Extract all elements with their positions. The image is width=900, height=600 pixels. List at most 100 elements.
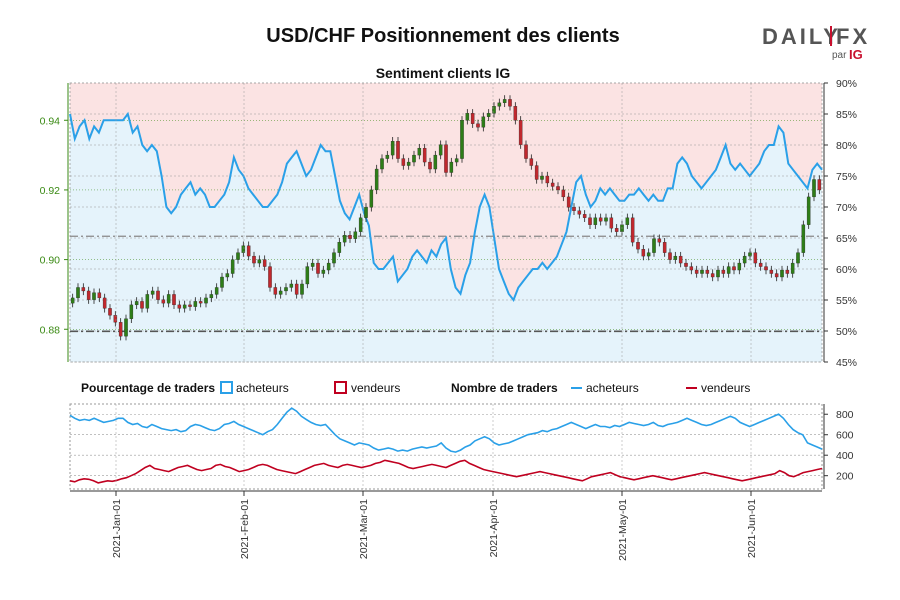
candle-body: [508, 99, 512, 107]
date-tick-label: 2021-Jan-01: [111, 499, 123, 558]
pct-tick-label: 60%: [836, 264, 857, 276]
candle-body: [764, 266, 768, 271]
candle-body: [166, 294, 171, 304]
candle-body: [753, 252, 758, 264]
date-tick-label: 2021-Apr-01: [488, 499, 500, 558]
candle-body: [102, 297, 107, 309]
pct-tick-label: 90%: [836, 78, 857, 90]
candle-body: [476, 123, 480, 128]
logo-par: par: [832, 50, 847, 61]
candle-body: [582, 214, 587, 218]
candle-body: [556, 186, 560, 191]
candle-body: [300, 283, 304, 295]
candle-body: [262, 259, 267, 267]
candle-body: [625, 217, 630, 225]
candle-body: [444, 144, 448, 173]
candle-body: [689, 266, 694, 271]
candle-body: [134, 301, 139, 306]
candle-body: [604, 217, 608, 222]
pct-tick-label: 55%: [836, 295, 857, 307]
candle-body: [401, 158, 406, 166]
candle-body: [662, 242, 667, 253]
candle-body: [732, 266, 736, 271]
logo-divider: [830, 26, 832, 46]
logo-text-daily: DAILY: [762, 24, 841, 49]
pct-tick-label: 80%: [836, 140, 857, 152]
legend-count-sellers: vendeurs: [701, 381, 750, 395]
candle-body: [454, 158, 459, 163]
candle-body: [593, 217, 598, 225]
trader-count-panel: 200 400 600 800: [69, 403, 854, 490]
candle-body: [385, 154, 390, 159]
candle-body: [486, 113, 491, 117]
candle-body: [236, 252, 240, 260]
candle-body: [513, 106, 518, 121]
pct-tick-label: 75%: [836, 171, 857, 183]
candle-body: [812, 179, 816, 198]
candle-body: [790, 262, 795, 274]
candle-body: [540, 175, 544, 180]
candle-body: [396, 141, 400, 159]
count-axis: 200 400 600 800: [823, 404, 854, 489]
candle-body: [182, 304, 187, 309]
candle-body: [497, 102, 502, 107]
candle-body: [780, 269, 784, 278]
pct-tick-label: 50%: [836, 326, 857, 338]
candle-body: [774, 273, 779, 278]
candle-body: [449, 161, 454, 173]
candle-body: [737, 262, 742, 271]
candle-body: [326, 262, 331, 271]
reference-lines: [70, 235, 822, 333]
candle-body: [230, 259, 235, 274]
candle-body: [225, 273, 230, 278]
legend-count-head: Nombre de traders: [451, 381, 558, 395]
candle-body: [705, 269, 710, 274]
candle-body: [332, 252, 336, 264]
candle-body: [636, 242, 640, 250]
candle-body: [748, 252, 752, 257]
candle-body: [108, 308, 112, 316]
candle-body: [758, 262, 763, 267]
legend-pct-sellers-swatch: [334, 381, 347, 394]
candle-body: [566, 196, 571, 208]
price-sentiment-panel: 0.88 0.90 0.92 0.94 45% 50% 55% 60% 65% 70% 75% 80…: [40, 78, 857, 369]
candle-body: [390, 141, 395, 156]
candle-body: [369, 189, 374, 208]
price-tick-label: 0.94: [40, 115, 61, 127]
candle-body: [150, 290, 155, 295]
candle-body: [572, 207, 576, 211]
candle-body: [614, 228, 619, 232]
candle-body: [124, 318, 128, 337]
candle-body: [273, 287, 278, 295]
candle-body: [502, 99, 507, 104]
candle-body: [86, 290, 91, 300]
count-tick-label: 600: [836, 430, 854, 442]
candle-body: [294, 283, 299, 295]
price-tick-label: 0.90: [40, 255, 61, 267]
logo-ig: IG: [849, 47, 863, 62]
candle-body: [630, 217, 635, 243]
candle-body: [380, 158, 384, 170]
candle-body: [161, 299, 166, 304]
candle-body: [257, 259, 262, 264]
candle-body: [70, 297, 75, 304]
price-candles: [70, 95, 822, 341]
main-panel-frame: [69, 82, 823, 363]
candle-body: [470, 113, 475, 124]
date-tick-label: 2021-Feb-01: [239, 499, 251, 559]
candle-body: [742, 255, 747, 264]
candle-body: [524, 144, 528, 159]
candle-body: [652, 238, 656, 253]
candle-body: [609, 217, 614, 229]
buyers-pct-line: [69, 111, 823, 303]
candle-body: [668, 252, 672, 260]
price-axis: 0.88 0.90 0.92 0.94: [40, 83, 69, 362]
candle-body: [550, 182, 555, 187]
candle-body: [358, 217, 363, 232]
date-tick-label: 2021-Jun-01: [746, 499, 758, 558]
chart-title: USD/CHF Positionnement des clients: [266, 25, 619, 47]
candle-body: [721, 269, 726, 274]
candle-body: [529, 158, 534, 166]
candle-body: [422, 147, 427, 163]
